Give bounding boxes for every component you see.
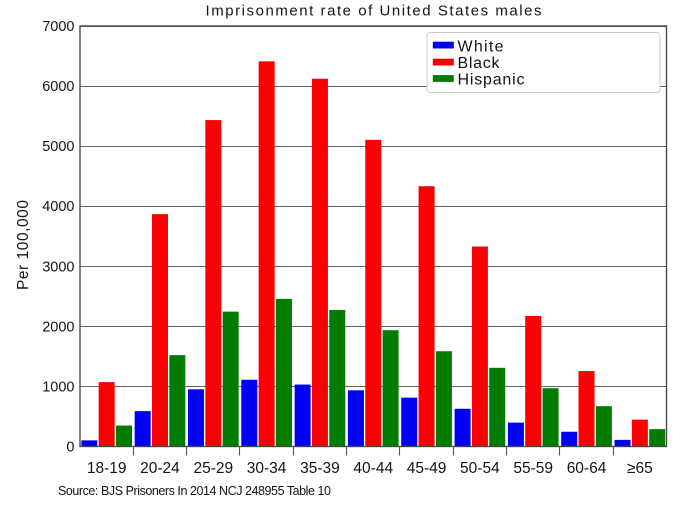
svg-text:55-59: 55-59 [513,460,553,477]
svg-text:1000: 1000 [42,379,74,395]
svg-text:30-34: 30-34 [247,460,287,477]
svg-text:2000: 2000 [42,319,74,335]
svg-text:4000: 4000 [42,199,74,215]
svg-text:5000: 5000 [42,139,74,155]
svg-text:20-24: 20-24 [140,460,180,477]
svg-text:Hispanic: Hispanic [458,71,525,88]
svg-text:7000: 7000 [42,19,74,35]
svg-text:Source: BJS Prisoners In 2014: Source: BJS Prisoners In 2014 NCJ 248955… [58,484,331,498]
svg-text:40-44: 40-44 [353,460,393,477]
svg-text:White: White [458,38,504,55]
svg-text:≥65: ≥65 [627,460,653,477]
svg-text:35-39: 35-39 [300,460,340,477]
svg-text:18-19: 18-19 [87,460,127,477]
svg-text:0: 0 [66,440,74,456]
svg-text:Imprisonment rate of United St: Imprisonment rate of United States males [206,3,542,20]
svg-text:Black: Black [458,55,501,72]
svg-text:Per 100,000: Per 100,000 [15,200,32,290]
svg-text:60-64: 60-64 [567,460,607,477]
svg-text:45-49: 45-49 [407,460,447,477]
svg-text:6000: 6000 [42,79,74,95]
svg-text:25-29: 25-29 [193,460,233,477]
svg-text:3000: 3000 [42,259,74,275]
svg-text:50-54: 50-54 [460,460,500,477]
